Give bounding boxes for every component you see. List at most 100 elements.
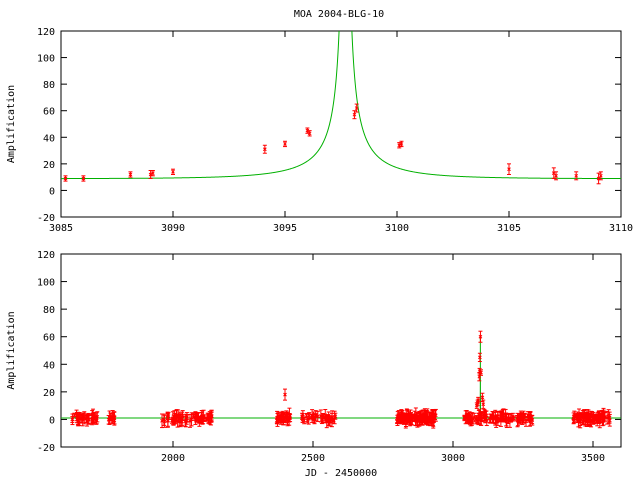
y-tick-label: 100: [37, 278, 55, 289]
y-tick-label: 60: [43, 107, 55, 118]
data-point: [595, 415, 600, 427]
point-marker: [162, 419, 167, 424]
y-tick-label: 120: [37, 250, 55, 261]
point-marker: [311, 413, 316, 418]
data-point: [430, 410, 435, 423]
point-marker: [598, 173, 603, 178]
data-point: [193, 411, 198, 425]
point-marker: [160, 418, 164, 423]
data-point: [528, 416, 533, 426]
plot-area: [61, 31, 621, 185]
point-marker: [480, 414, 484, 419]
data-point: [91, 408, 96, 424]
point-marker: [477, 413, 482, 418]
data-point: [507, 416, 512, 422]
point-marker: [554, 173, 558, 178]
data-point: [478, 330, 483, 343]
data-point: [78, 412, 83, 419]
x-tick-label: 3095: [273, 223, 297, 234]
point-marker: [307, 413, 311, 418]
data-point: [199, 410, 204, 423]
x-tick-label: 3500: [581, 453, 605, 464]
point-marker: [500, 413, 505, 418]
x-tick-label: 2000: [161, 453, 185, 464]
point-marker: [500, 418, 505, 423]
data-point: [330, 410, 335, 424]
y-tick-label: 80: [43, 80, 55, 91]
point-marker: [354, 106, 359, 110]
data-point: [571, 412, 576, 421]
data-point: [162, 414, 167, 428]
data-point: [86, 412, 91, 422]
data-point: [475, 418, 480, 424]
y-tick-label: 100: [37, 54, 55, 65]
y-tick-label: 20: [43, 388, 55, 399]
point-marker: [206, 416, 211, 421]
data-point: [463, 415, 468, 420]
data-point: [607, 411, 612, 424]
point-marker: [398, 417, 402, 422]
point-marker: [81, 176, 86, 181]
data-point: [278, 415, 283, 421]
data-point: [477, 352, 482, 363]
y-tick-label: 0: [49, 415, 55, 426]
point-marker: [491, 416, 496, 420]
point-marker: [583, 418, 588, 423]
point-marker: [481, 402, 486, 407]
point-marker: [520, 416, 525, 421]
data-point: [150, 170, 155, 177]
point-marker: [419, 415, 424, 420]
data-point: [422, 408, 427, 422]
point-marker: [91, 414, 95, 418]
data-point: [500, 418, 505, 423]
point-marker: [510, 414, 515, 419]
data-point: [400, 412, 405, 423]
data-point: [275, 410, 280, 425]
data-point: [354, 103, 359, 113]
point-marker: [70, 417, 75, 422]
y-tick-label: 120: [37, 27, 55, 38]
point-marker: [528, 419, 533, 424]
data-point: [286, 417, 291, 422]
point-marker: [467, 418, 472, 423]
point-marker: [307, 131, 312, 136]
data-point: [483, 410, 488, 422]
x-axis-label: JD - 2450000: [305, 468, 377, 479]
data-point: [504, 412, 509, 427]
data-point: [320, 413, 325, 422]
data-point: [180, 410, 185, 422]
data-point: [574, 415, 579, 422]
x-tick-label: 3000: [441, 453, 465, 464]
x-tick-label: 3090: [161, 223, 185, 234]
data-point: [283, 140, 287, 148]
point-marker: [78, 413, 82, 418]
data-point: [498, 412, 503, 427]
y-tick-label: -20: [37, 443, 55, 454]
point-marker: [287, 413, 292, 417]
panel-top: -20 0 20 40 60 80 100 120 3085 3090 3095 3100 3105 31…: [6, 27, 633, 234]
plot-area: [61, 330, 621, 429]
point-marker: [171, 169, 175, 174]
x-tick-label: 3105: [497, 223, 521, 234]
point-marker: [405, 415, 410, 420]
point-marker: [475, 419, 480, 424]
data-point: [504, 414, 509, 429]
point-marker: [488, 419, 493, 423]
point-marker: [330, 415, 334, 419]
data-point: [209, 409, 214, 423]
point-marker: [507, 417, 512, 421]
point-marker: [262, 147, 267, 152]
data-point: [352, 110, 357, 120]
point-marker: [199, 414, 204, 419]
point-marker: [574, 416, 579, 421]
data-point: [311, 411, 316, 420]
data-point: [407, 414, 412, 423]
point-marker: [480, 395, 485, 400]
point-marker: [180, 413, 185, 418]
point-marker: [504, 419, 509, 423]
data-point: [472, 412, 477, 423]
point-marker: [400, 415, 405, 420]
data-point: [476, 396, 481, 404]
data-point: [148, 170, 153, 179]
point-marker: [600, 417, 605, 421]
